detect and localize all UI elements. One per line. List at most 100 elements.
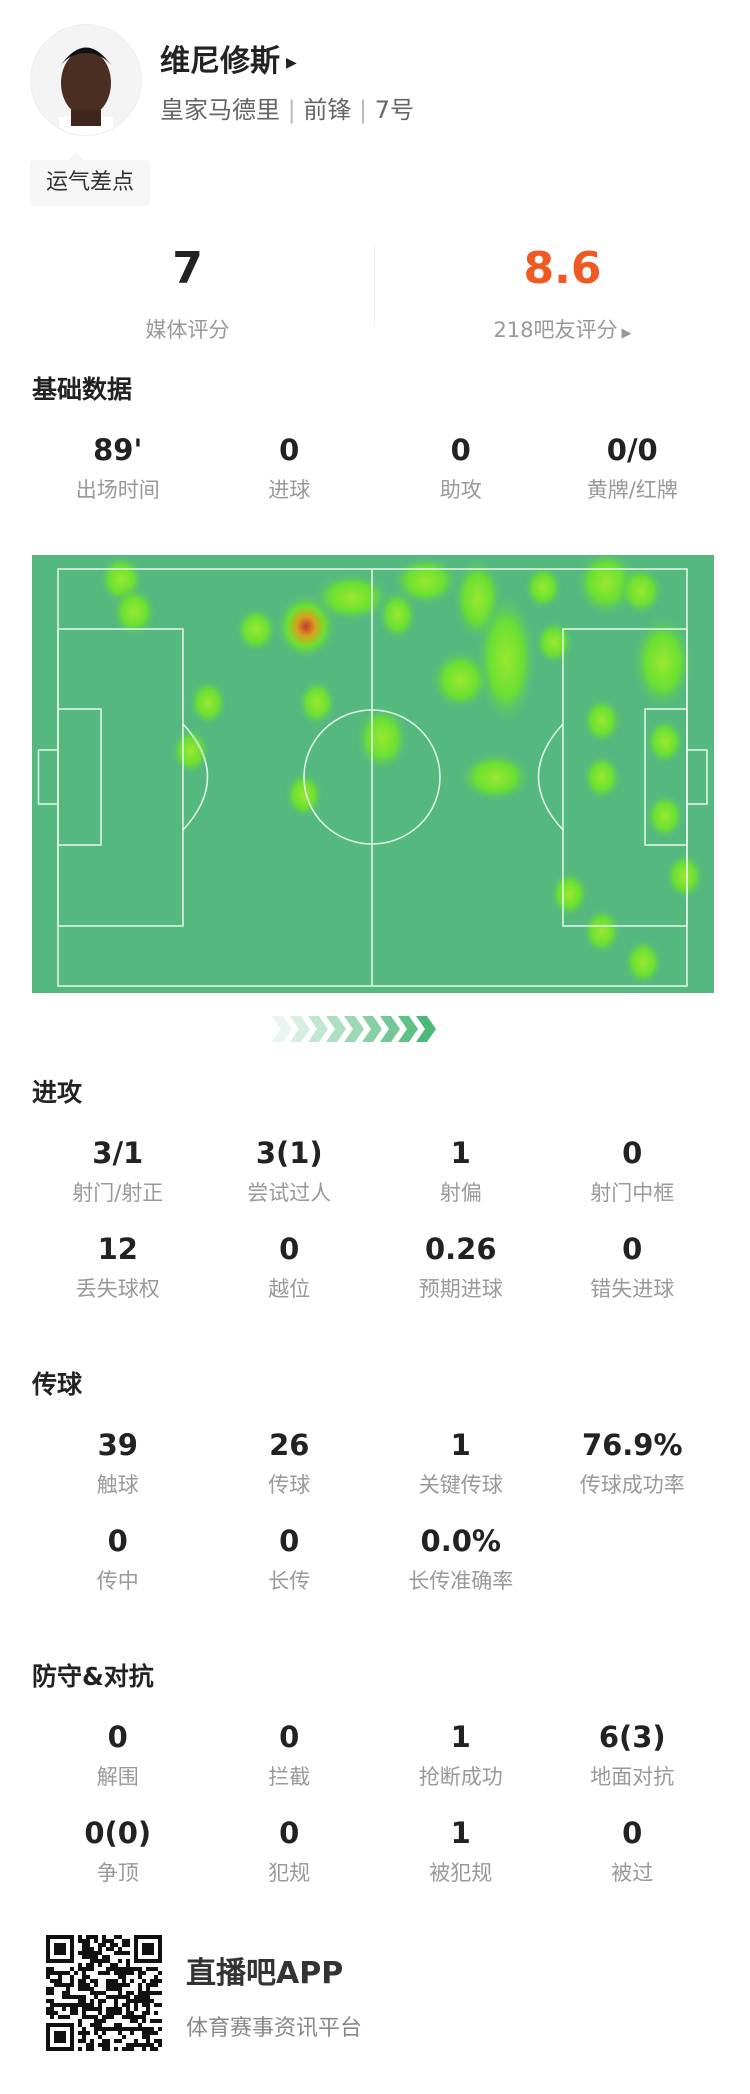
stat-label: 进球 [268,478,311,502]
stat-label: 被犯规 [429,1861,493,1885]
stat-label: 射门/射正 [72,1181,164,1205]
stat-item: 0.26 预期进球 [375,1231,547,1303]
stat-value: 12 [97,1232,138,1266]
stat-item: 0 越位 [204,1231,376,1303]
stat-value: 1 [450,1720,471,1754]
app-name: 直播吧APP [186,1956,344,1991]
media-rating-value: 7 [172,243,203,294]
player-info: 皇家马德里 | 前锋 | 7号 [160,96,415,124]
chevron-right-icon [290,1016,310,1042]
stat-label: 关键传球 [418,1473,503,1497]
shirt-number: 7号 [374,96,415,124]
heatmap-spot [534,619,574,666]
player-name-link[interactable]: 维尼修斯 ▶ [160,36,297,80]
stat-label: 丢失球权 [75,1277,160,1301]
stat-value: 6(3) [598,1720,666,1754]
stat-item: 26 传球 [204,1427,376,1499]
stat-value: 3(1) [255,1136,323,1170]
heatmap-spot [297,678,337,727]
chevron-right-icon [362,1016,382,1042]
fan-rating-label: 218吧友评分 [493,318,618,342]
fan-rating[interactable]: 8.6 218吧友评分 ▶ [375,244,750,344]
stat-label: 传中 [96,1569,139,1593]
stat-item: 0 助攻 [375,432,547,504]
heatmap-spot [582,753,622,801]
media-rating-label: 媒体评分 [145,318,230,342]
stat-value: 0(0) [84,1816,152,1850]
defense-stats-grid: 0 解围 0 拦截 1 抢断成功 6(3) 地面对抗 0(0) 争顶 0 犯规 1 被犯规 0 被过 [32,1719,718,1887]
stat-item: 12 丢失球权 [32,1231,204,1303]
stat-label: 犯规 [268,1861,311,1885]
qr-code-icon [46,1935,162,2051]
stat-value: 0/0 [606,433,658,467]
stat-value: 1 [450,1428,471,1462]
stat-label: 长传 [268,1569,311,1593]
app-slogan: 体育赛事资讯平台 [186,2016,363,2041]
stat-item: 89' 出场时间 [32,432,204,504]
stat-item: 0 错失进球 [547,1231,719,1303]
stat-value: 89' [93,433,143,467]
stat-value: 0 [450,433,471,467]
stat-label: 拦截 [268,1765,311,1789]
stat-value: 39 [97,1428,138,1462]
stat-item: 6(3) 地面对抗 [547,1719,719,1791]
media-rating: 7 媒体评分 [0,244,375,344]
heatmap-spot [549,870,590,918]
stat-label: 地面对抗 [590,1765,675,1789]
stat-item: 0 犯规 [204,1815,376,1887]
stat-value: 1 [450,1136,471,1170]
section-title-attack: 进攻 [32,1078,83,1107]
stat-value: 0 [279,433,300,467]
heatmap-spot [429,648,492,711]
stat-item: 76.9% 传球成功率 [547,1427,719,1499]
heatmap-spot [523,564,563,611]
heatmap-spot [458,751,533,803]
stat-label: 解围 [96,1765,139,1789]
stat-item: 39 触球 [32,1427,204,1499]
chevron-right-icon [308,1016,328,1042]
stat-value: 0 [107,1524,128,1558]
heatmap-spot [234,605,278,654]
stat-label: 长传准确率 [408,1569,514,1593]
stat-label: 错失进球 [590,1277,675,1301]
basic-stats-grid: 89' 出场时间 0 进球 0 助攻 0/0 黄牌/红牌 [32,432,718,504]
stat-item: 3/1 射门/射正 [32,1135,204,1207]
stat-item: 0.0% 长传准确率 [375,1523,547,1595]
section-title-defense: 防守&对抗 [32,1662,154,1691]
stat-value: 0 [279,1232,300,1266]
stat-label: 助攻 [439,478,482,502]
stat-item: 0 射门中框 [547,1135,719,1207]
team-name: 皇家马德里 [160,96,280,124]
caret-right-icon: ▶ [286,54,297,71]
stat-item: 0/0 黄牌/红牌 [547,432,719,504]
section-title-basic: 基础数据 [32,375,133,404]
chevron-right-icon [380,1016,400,1042]
passing-stats-grid: 39 触球 26 传球 1 关键传球 76.9% 传球成功率 0 传中 0 长传 0.0% 长传准确率 [32,1427,718,1595]
heatmap-spot [664,852,705,900]
stat-item: 1 射偏 [375,1135,547,1207]
position: 前锋 [303,96,352,124]
stat-item: 1 抢断成功 [375,1719,547,1791]
heatmap-spot [391,555,460,607]
heatmap-spot [188,678,228,727]
stat-item: 0 进球 [204,432,376,504]
stat-value: 1 [450,1816,471,1850]
stat-label: 抢断成功 [418,1765,503,1789]
stat-value: 0 [279,1816,300,1850]
stat-label: 被过 [611,1861,654,1885]
chevron-right-icon [416,1016,436,1042]
heatmap-spot [623,938,663,986]
attack-direction-arrows [272,1016,436,1042]
stat-item: 0 拦截 [204,1719,376,1791]
stat-label: 射门中框 [590,1181,675,1205]
stat-value: 0 [107,1720,128,1754]
heatmap-spot [284,771,324,819]
heatmap-spot [645,717,685,766]
stat-value: 0 [279,1524,300,1558]
heatmap-spot [645,792,685,840]
stat-item: 1 关键传球 [375,1427,547,1499]
player-avatar[interactable] [30,24,142,136]
stat-label: 越位 [268,1277,311,1301]
stat-label: 争顶 [96,1861,139,1885]
stat-item: 3(1) 尝试过人 [204,1135,376,1207]
